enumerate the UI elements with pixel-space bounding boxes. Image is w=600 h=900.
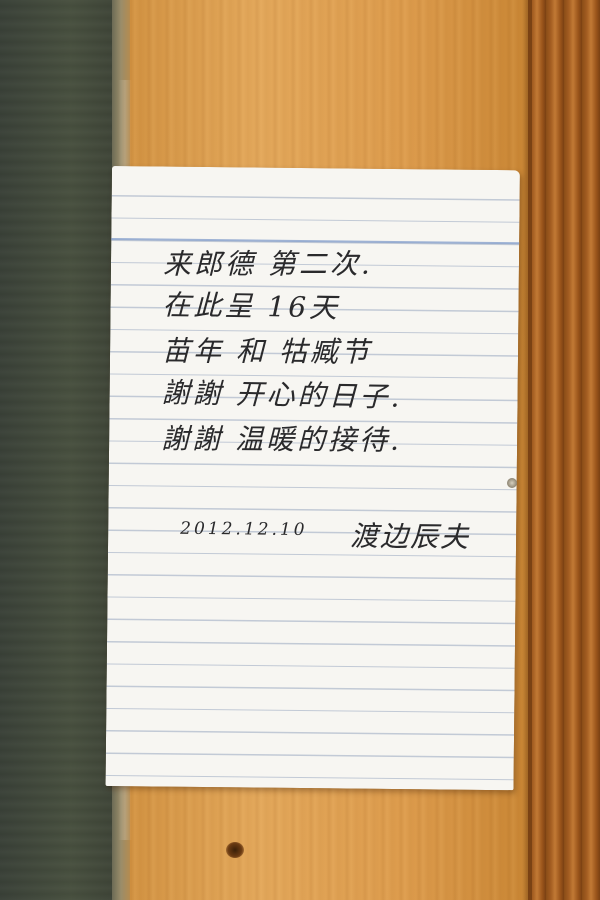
wood-trim (528, 0, 600, 900)
note-line-3: 苗年 和 牯臧节 (161, 334, 372, 369)
note-text: 来郎德 第二次. 在此呈 16天 苗年 和 牯臧节 謝謝 开心的日子. 謝謝 温… (161, 241, 503, 465)
handwritten-note: 来郎德 第二次. 在此呈 16天 苗年 和 牯臧节 謝謝 开心的日子. 謝謝 温… (105, 166, 520, 791)
note-date: 2012.12.10 (180, 518, 308, 541)
wood-knot (226, 842, 244, 858)
note-signature: 渡边辰夫 (349, 519, 471, 554)
note-line-2: 在此呈 16天 (162, 288, 341, 325)
dark-wall-panel (0, 0, 118, 900)
trim-shadow (522, 0, 532, 900)
note-line-1: 来郎德 第二次. (162, 247, 373, 281)
nail-head (507, 478, 517, 488)
note-line-5: 謝謝 温暖的接待. (161, 422, 403, 457)
note-line-4: 謝謝 开心的日子. (161, 376, 403, 414)
signature-row: 2012.12.10 渡边辰夫 (180, 513, 500, 556)
